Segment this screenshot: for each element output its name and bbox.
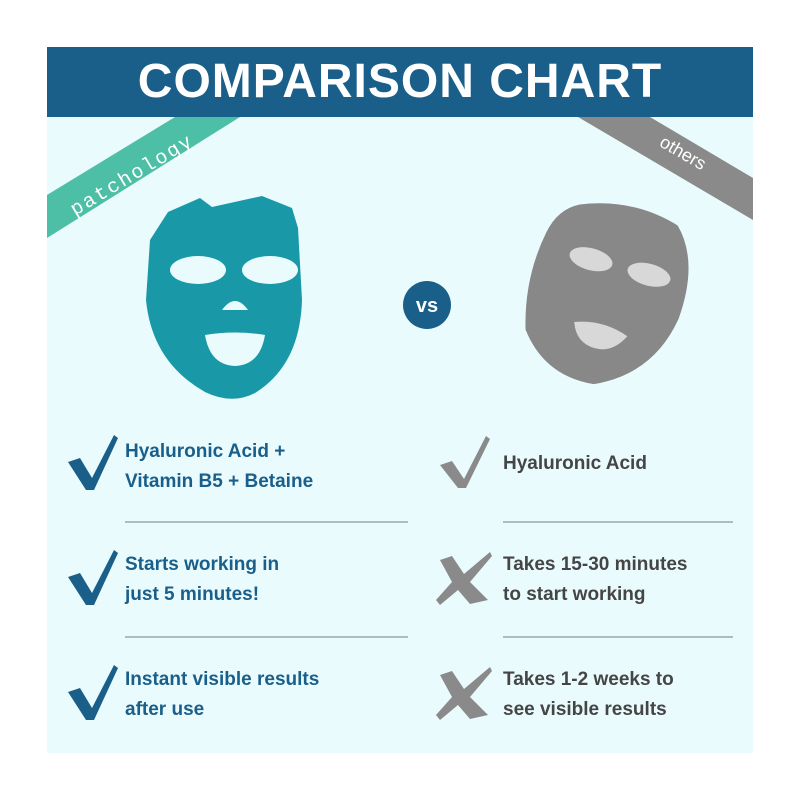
left-text: Starts working in (125, 554, 279, 575)
title: COMPARISON CHART (138, 55, 662, 108)
vs-label: vs (416, 295, 438, 317)
gray-mask (525, 203, 689, 385)
right-text: to start working (503, 584, 646, 605)
right-text: Takes 1-2 weeks to (503, 669, 674, 690)
teal-mask (146, 196, 302, 399)
right-text: see visible results (503, 699, 667, 720)
header-band (47, 47, 753, 117)
vs-badge (403, 281, 451, 329)
right-text: Takes 15-30 minutes (503, 554, 687, 575)
left-text: Vitamin B5 + Betaine (125, 471, 313, 492)
gray-icon (436, 436, 492, 720)
brand-ribbon (47, 117, 240, 238)
left-text: Hyaluronic Acid + (125, 441, 285, 462)
check-icon (68, 435, 118, 720)
panel (47, 47, 753, 753)
others-ribbon (578, 117, 753, 220)
right-text: Hyaluronic Acid (503, 453, 647, 474)
left-text: just 5 minutes! (124, 584, 259, 605)
left-text: Instant visible results (125, 669, 319, 690)
left-text: after use (125, 699, 204, 720)
